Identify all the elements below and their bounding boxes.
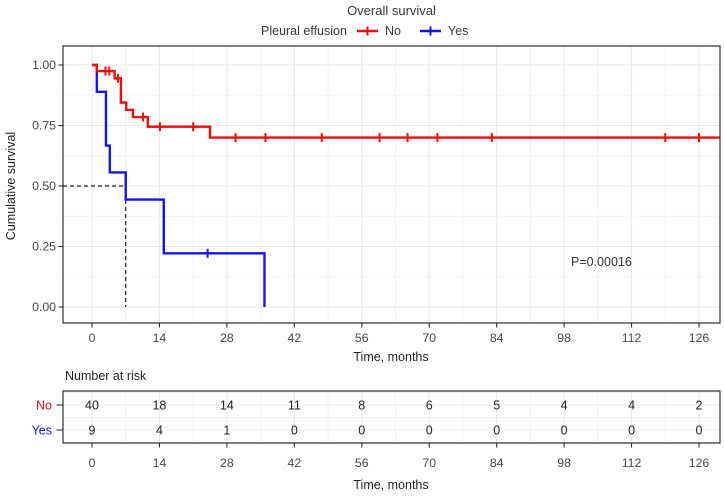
main-panel-border [62, 45, 721, 324]
survival-curve-no [92, 63, 721, 139]
x-tick-label: 84 [490, 331, 504, 345]
risk-row-label-yes: Yes [32, 424, 52, 438]
x-tick-label: 112 [622, 331, 642, 345]
risk-row-label-no: No [36, 399, 52, 413]
risk-count: 18 [152, 399, 166, 413]
x-tick-label: 0 [89, 331, 96, 345]
risk-x-tick-label: 70 [422, 456, 436, 470]
risk-count: 6 [426, 399, 433, 413]
y-tick-label: 0.25 [32, 240, 56, 254]
risk-count: 0 [358, 424, 365, 438]
risk-count: 0 [291, 424, 298, 438]
risk-count: 5 [493, 399, 500, 413]
risk-x-tick-label: 0 [89, 456, 96, 470]
risk-count: 9 [89, 424, 96, 438]
chart-title: Overall survival [347, 3, 436, 18]
y-tick-label: 0.75 [32, 119, 56, 133]
risk-table-title: Number at risk [65, 369, 147, 383]
risk-count: 4 [628, 399, 635, 413]
risk-count: 1 [223, 424, 230, 438]
x-tick-label: 98 [557, 331, 571, 345]
risk-count: 40 [85, 399, 99, 413]
risk-count: 2 [696, 399, 703, 413]
risk-x-tick-label: 98 [557, 456, 571, 470]
x-tick-label: 126 [689, 331, 710, 345]
y-tick-label: 0.00 [32, 300, 56, 314]
pvalue-annotation: P=0.00016 [571, 255, 632, 269]
risk-count: 0 [493, 424, 500, 438]
legend: Pleural effusion No Yes [261, 23, 468, 38]
x-axis-title: Time, months [353, 350, 429, 364]
x-tick-label: 56 [355, 331, 369, 345]
survival-curve-yes [92, 63, 266, 307]
risk-x-tick-label: 112 [622, 456, 642, 470]
risk-x-tick-label: 56 [355, 456, 369, 470]
legend-title: Pleural effusion [261, 23, 347, 38]
x-tick-label: 28 [220, 331, 234, 345]
risk-count: 0 [696, 424, 703, 438]
legend-key-no-icon [356, 25, 379, 37]
legend-label-yes: Yes [447, 23, 469, 38]
risk-panel-border [62, 390, 721, 444]
y-axis-title: Cumulative survival [4, 131, 18, 241]
risk-x-tick-label: 126 [689, 456, 710, 470]
legend-label-no: No [384, 23, 401, 38]
risk-x-tick-label: 14 [153, 456, 167, 470]
y-tick-label: 0.50 [32, 179, 56, 193]
risk-table-x-axis-title: Time, months [353, 478, 429, 492]
risk-count: 4 [156, 424, 163, 438]
y-tick-label: 1.00 [32, 58, 56, 72]
risk-x-tick-label: 84 [490, 456, 504, 470]
risk-x-tick-label: 42 [287, 456, 301, 470]
legend-key-yes-icon [419, 25, 442, 37]
risk-count: 0 [426, 424, 433, 438]
risk-count: 0 [628, 424, 635, 438]
risk-count: 4 [561, 399, 568, 413]
x-tick-label: 42 [287, 331, 301, 345]
risk-count: 0 [561, 424, 568, 438]
x-tick-label: 70 [422, 331, 436, 345]
risk-count: 8 [358, 399, 365, 413]
x-tick-label: 14 [153, 331, 167, 345]
risk-count: 11 [288, 399, 301, 413]
risk-count: 14 [220, 399, 234, 413]
risk-x-tick-label: 28 [220, 456, 234, 470]
